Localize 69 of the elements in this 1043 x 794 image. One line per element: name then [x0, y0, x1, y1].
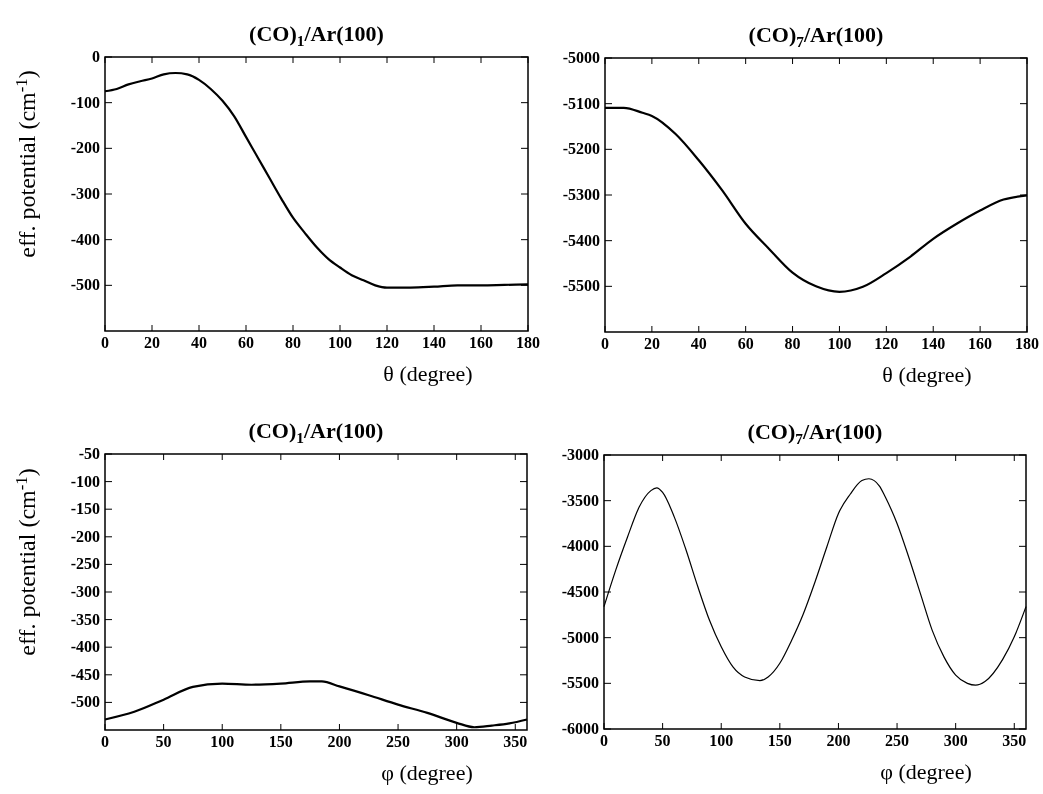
- y-tick-label: -5500: [561, 674, 599, 692]
- y-tick-label: -500: [70, 276, 100, 294]
- y-tick-label: -200: [70, 527, 100, 545]
- x-tick-label: 250: [885, 732, 910, 749]
- x-tick-label: 100: [827, 335, 852, 352]
- y-tick-label: -6000: [561, 720, 599, 737]
- chart-title: (CO)$_{7}$/Ar(100): [747, 419, 883, 448]
- y-tick-label: -5300: [562, 186, 600, 203]
- y-tick-label: -400: [70, 638, 100, 656]
- x-tick-label: 100: [210, 733, 235, 750]
- y-tick-label: -4500: [561, 583, 599, 600]
- x-tick-label: 180: [516, 334, 540, 351]
- y-tick-label: -250: [70, 555, 100, 573]
- x-tick-label: 250: [386, 733, 411, 750]
- y-tick-label: 0: [92, 48, 100, 65]
- y-tick-label: -5000: [562, 49, 600, 66]
- chart-title: (CO)$_{1}$/Ar(100): [248, 418, 384, 447]
- x-tick-label: 150: [767, 732, 792, 749]
- y-tick-label: -5100: [562, 94, 600, 112]
- y-tick-label: -100: [70, 93, 100, 111]
- x-tick-label: 200: [327, 733, 352, 750]
- x-axis-title: φ (degree): [381, 760, 473, 785]
- x-tick-label: 80: [285, 334, 301, 351]
- x-tick-label: 120: [874, 335, 899, 352]
- x-tick-label: 350: [1002, 732, 1027, 749]
- y-tick-label: -5400: [562, 231, 600, 249]
- x-tick-label: 180: [1015, 335, 1039, 352]
- x-tick-label: 50: [155, 733, 172, 750]
- x-tick-label: 160: [968, 335, 993, 352]
- y-tick-label: -350: [70, 610, 100, 628]
- y-tick-label: -5200: [562, 140, 600, 158]
- x-tick-label: 40: [690, 335, 707, 352]
- y-tick-label: -5500: [562, 277, 600, 295]
- x-tick-label: 140: [422, 334, 446, 351]
- y-tick-label: -400: [70, 230, 100, 248]
- x-tick-label: 150: [268, 733, 293, 750]
- x-tick-label: 60: [238, 334, 254, 351]
- y-tick-label: -100: [70, 472, 100, 490]
- x-tick-label: 140: [921, 335, 946, 352]
- y-tick-label: -200: [70, 139, 100, 157]
- x-tick-label: 300: [444, 733, 469, 750]
- x-tick-label: 100: [328, 334, 352, 351]
- x-tick-label: 50: [654, 732, 671, 749]
- y-tick-label: -3500: [561, 491, 599, 509]
- y-tick-label: -450: [70, 665, 100, 683]
- x-tick-label: 120: [375, 334, 399, 351]
- x-tick-label: 200: [826, 732, 851, 749]
- x-axis-title: θ (degree): [383, 361, 473, 386]
- y-tick-label: -5000: [561, 628, 599, 646]
- x-axis-title: φ (degree): [880, 759, 972, 784]
- x-tick-label: 350: [503, 733, 528, 750]
- y-tick-label: -500: [70, 693, 100, 711]
- x-tick-label: 100: [709, 732, 734, 749]
- y-tick-label: -4000: [561, 537, 599, 555]
- x-tick-label: 80: [784, 335, 801, 352]
- x-tick-label: 300: [943, 732, 968, 749]
- x-tick-label: 20: [144, 334, 160, 351]
- y-tick-label: -300: [70, 583, 100, 600]
- x-axis-title: θ (degree): [882, 362, 972, 387]
- y-tick-label: -150: [70, 500, 100, 518]
- y-tick-label: -300: [70, 185, 100, 202]
- x-tick-label: 60: [737, 335, 754, 352]
- chart-title: (CO)$_{1}$/Ar(100): [249, 21, 384, 50]
- x-tick-label: 40: [191, 334, 207, 351]
- x-tick-label: 20: [643, 335, 660, 352]
- chart-title: (CO)$_{7}$/Ar(100): [748, 22, 884, 51]
- x-tick-label: 160: [469, 334, 493, 351]
- y-tick-label: -3000: [561, 446, 599, 463]
- y-tick-label: -50: [78, 445, 100, 462]
